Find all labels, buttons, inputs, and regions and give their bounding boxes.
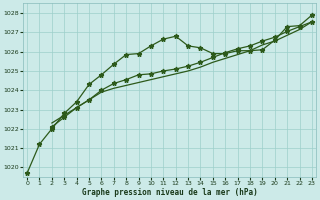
X-axis label: Graphe pression niveau de la mer (hPa): Graphe pression niveau de la mer (hPa) xyxy=(82,188,257,197)
